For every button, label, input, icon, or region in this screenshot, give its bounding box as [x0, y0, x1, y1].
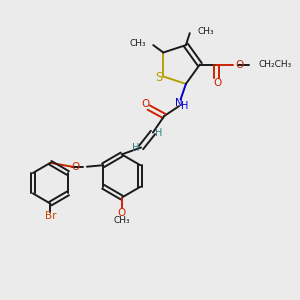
Text: O: O [235, 59, 243, 70]
Text: CH₃: CH₃ [129, 39, 146, 48]
Text: CH₃: CH₃ [113, 216, 130, 225]
Text: O: O [141, 99, 149, 109]
Text: O: O [118, 208, 126, 218]
Text: H: H [154, 128, 162, 137]
Text: O: O [214, 77, 222, 88]
Text: CH₂CH₃: CH₂CH₃ [258, 60, 292, 69]
Text: Br: Br [45, 211, 56, 221]
Text: H: H [132, 142, 140, 152]
Text: N: N [175, 98, 183, 108]
Text: S: S [155, 71, 163, 85]
Text: H: H [181, 101, 189, 111]
Text: O: O [71, 162, 80, 172]
Text: CH₃: CH₃ [197, 27, 214, 36]
